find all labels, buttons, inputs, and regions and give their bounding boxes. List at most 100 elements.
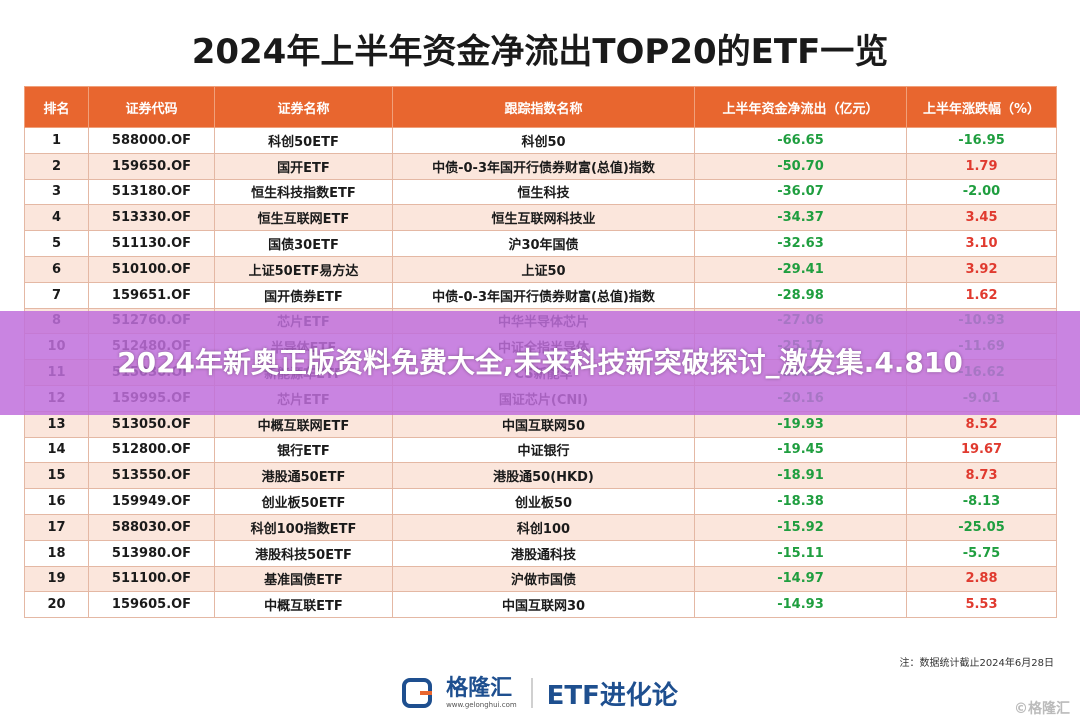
table-row: 18 513980.OF 港股科技50ETF 港股通科技 -15.11 -5.75 xyxy=(24,539,1057,567)
table-row: 14 512800.OF 银行ETF 中证银行 -19.45 19.67 xyxy=(24,436,1057,464)
outflow-cell: -18.38 xyxy=(694,488,907,515)
change-cell: 3.45 xyxy=(906,204,1057,232)
column-header-outflow: 上半年资金净流出（亿元） xyxy=(694,86,907,128)
code-cell: 588030.OF xyxy=(88,513,215,541)
outflow-cell: -28.98 xyxy=(694,281,907,309)
overlay-banner: 2024年新奥正版资料免费大全,未来科技新突破探讨_激发集.4.810 xyxy=(0,311,1080,415)
rank-cell: 19 xyxy=(24,565,89,593)
change-cell: -8.13 xyxy=(906,488,1057,515)
outflow-cell: -14.97 xyxy=(694,565,907,593)
table-row: 13 513050.OF 中概互联网ETF 中国互联网50 -19.93 8.52 xyxy=(24,410,1057,438)
name-cell: 国开ETF xyxy=(214,152,393,180)
change-cell: 8.73 xyxy=(906,462,1057,490)
change-cell: -2.00 xyxy=(906,178,1057,206)
index-cell: 沪做市国债 xyxy=(392,565,695,593)
rank-cell: 13 xyxy=(24,410,89,438)
table-row: 6 510100.OF 上证50ETF易方达 上证50 -29.41 3.92 xyxy=(24,255,1057,283)
index-cell: 中证银行 xyxy=(392,436,695,464)
index-cell: 上证50 xyxy=(392,255,695,283)
rank-cell: 1 xyxy=(24,127,89,154)
index-cell: 港股通科技 xyxy=(392,539,695,567)
outflow-cell: -50.70 xyxy=(694,152,907,180)
outflow-cell: -18.91 xyxy=(694,462,907,490)
table-row: 5 511130.OF 国债30ETF 沪30年国债 -32.63 3.10 xyxy=(24,230,1057,257)
change-cell: 5.53 xyxy=(906,591,1057,619)
index-cell: 中债-0-3年国开行债券财富(总值)指数 xyxy=(392,281,695,309)
table-row: 16 159949.OF 创业板50ETF 创业板50 -18.38 -8.13 xyxy=(24,488,1057,515)
table-row: 17 588030.OF 科创100指数ETF 科创100 -15.92 -25.05 xyxy=(24,513,1057,541)
code-cell: 512800.OF xyxy=(88,436,215,464)
table-row: 2 159650.OF 国开ETF 中债-0-3年国开行债券财富(总值)指数 -50.7… xyxy=(24,152,1057,180)
rank-cell: 3 xyxy=(24,178,89,206)
table-row: 20 159605.OF 中概互联ETF 中国互联网30 -14.93 5.53 xyxy=(24,591,1057,619)
rank-cell: 15 xyxy=(24,462,89,490)
name-cell: 恒生科技指数ETF xyxy=(214,178,393,206)
code-cell: 513330.OF xyxy=(88,204,215,232)
name-cell: 银行ETF xyxy=(214,436,393,464)
name-cell: 创业板50ETF xyxy=(214,488,393,515)
brand-name: 格隆汇 xyxy=(446,675,513,701)
column-header-name: 证券名称 xyxy=(214,86,393,128)
rank-cell: 7 xyxy=(24,281,89,309)
code-cell: 513050.OF xyxy=(88,410,215,438)
brand-url: www.gelonghui.com xyxy=(446,700,517,709)
table-row: 1 588000.OF 科创50ETF 科创50 -66.65 -16.95 xyxy=(24,127,1057,154)
rank-cell: 17 xyxy=(24,513,89,541)
rank-cell: 18 xyxy=(24,539,89,567)
column-header-change: 上半年涨跌幅（%） xyxy=(906,86,1057,128)
change-cell: 2.88 xyxy=(906,565,1057,593)
rank-cell: 2 xyxy=(24,152,89,180)
footer: 格隆汇 www.gelonghui.com ETF进化论 xyxy=(0,668,1080,718)
index-cell: 中国互联网50 xyxy=(392,410,695,438)
code-cell: 159651.OF xyxy=(88,281,215,309)
banner-text: 2024年新奥正版资料免费大全,未来科技新突破探讨_激发集.4.810 xyxy=(117,346,963,379)
index-cell: 中国互联网30 xyxy=(392,591,695,619)
table-row: 3 513180.OF 恒生科技指数ETF 恒生科技 -36.07 -2.00 xyxy=(24,178,1057,206)
code-cell: 159605.OF xyxy=(88,591,215,619)
index-cell: 科创50 xyxy=(392,127,695,154)
rank-cell: 16 xyxy=(24,488,89,515)
column-header-code: 证券代码 xyxy=(88,86,215,128)
watermark: ©格隆汇 xyxy=(1014,701,1070,717)
index-cell: 科创100 xyxy=(392,513,695,541)
data-note: 注：数据统计截止2024年6月28日 xyxy=(899,658,1054,669)
outflow-cell: -19.45 xyxy=(694,436,907,464)
rank-cell: 5 xyxy=(24,230,89,257)
code-cell: 159650.OF xyxy=(88,152,215,180)
name-cell: 国债30ETF xyxy=(214,230,393,257)
rank-cell: 6 xyxy=(24,255,89,283)
change-cell: -25.05 xyxy=(906,513,1057,541)
code-cell: 159949.OF xyxy=(88,488,215,515)
table-header-row: 排名 证券代码 证券名称 跟踪指数名称 上半年资金净流出（亿元） 上半年涨跌幅（… xyxy=(24,86,1057,128)
code-cell: 510100.OF xyxy=(88,255,215,283)
index-cell: 沪30年国债 xyxy=(392,230,695,257)
brand-block: 格隆汇 www.gelonghui.com xyxy=(446,675,517,709)
product-name: ETF进化论 xyxy=(546,680,678,711)
change-cell: 3.92 xyxy=(906,255,1057,283)
change-cell: 3.10 xyxy=(906,230,1057,257)
table-row: 7 159651.OF 国开债券ETF 中债-0-3年国开行债券财富(总值)指数 -28… xyxy=(24,281,1057,309)
name-cell: 国开债券ETF xyxy=(214,281,393,309)
name-cell: 上证50ETF易方达 xyxy=(214,255,393,283)
name-cell: 港股通50ETF xyxy=(214,462,393,490)
outflow-cell: -34.37 xyxy=(694,204,907,232)
column-header-rank: 排名 xyxy=(24,86,89,128)
code-cell: 513180.OF xyxy=(88,178,215,206)
footer-divider xyxy=(530,678,533,708)
name-cell: 港股科技50ETF xyxy=(214,539,393,567)
name-cell: 恒生互联网ETF xyxy=(214,204,393,232)
outflow-cell: -32.63 xyxy=(694,230,907,257)
code-cell: 513980.OF xyxy=(88,539,215,567)
outflow-cell: -15.92 xyxy=(694,513,907,541)
table-row: 19 511100.OF 基准国债ETF 沪做市国债 -14.97 2.88 xyxy=(24,565,1057,593)
code-cell: 588000.OF xyxy=(88,127,215,154)
code-cell: 511100.OF xyxy=(88,565,215,593)
index-cell: 恒生互联网科技业 xyxy=(392,204,695,232)
name-cell: 科创50ETF xyxy=(214,127,393,154)
outflow-cell: -15.11 xyxy=(694,539,907,567)
index-cell: 中债-0-3年国开行债券财富(总值)指数 xyxy=(392,152,695,180)
gelonghui-logo-icon xyxy=(402,678,433,708)
page-title: 2024年上半年资金净流出TOP20的ETF一览 xyxy=(191,32,889,72)
code-cell: 511130.OF xyxy=(88,230,215,257)
outflow-cell: -36.07 xyxy=(694,178,907,206)
